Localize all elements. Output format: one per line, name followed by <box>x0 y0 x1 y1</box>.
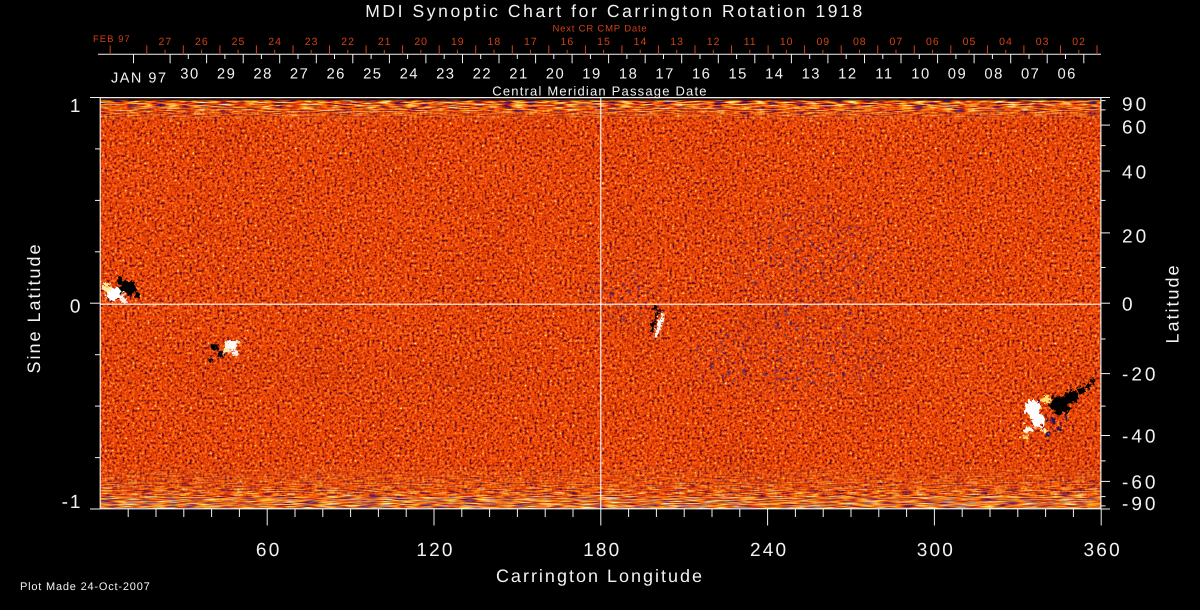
svg-text:-20: -20 <box>1122 365 1158 386</box>
svg-text:25: 25 <box>363 67 382 83</box>
svg-text:-60: -60 <box>1122 473 1158 494</box>
svg-text:12: 12 <box>838 67 857 83</box>
svg-text:60: 60 <box>1122 118 1149 139</box>
svg-text:-90: -90 <box>1122 494 1158 515</box>
svg-text:20: 20 <box>546 67 565 83</box>
svg-text:60: 60 <box>256 540 282 561</box>
svg-text:Central Meridian Passage Date: Central Meridian Passage Date <box>492 84 707 99</box>
svg-text:0: 0 <box>70 297 83 318</box>
svg-text:13: 13 <box>670 36 684 48</box>
svg-text:1: 1 <box>70 96 83 117</box>
svg-text:05: 05 <box>963 36 977 48</box>
svg-text:16: 16 <box>561 36 575 48</box>
svg-text:27: 27 <box>159 36 173 48</box>
svg-text:26: 26 <box>195 36 209 48</box>
svg-text:300: 300 <box>917 540 955 561</box>
svg-text:06: 06 <box>1057 67 1076 83</box>
svg-text:10: 10 <box>780 36 794 48</box>
svg-text:19: 19 <box>451 36 465 48</box>
svg-text:12: 12 <box>707 36 721 48</box>
svg-text:24: 24 <box>268 36 282 48</box>
svg-text:JAN 97: JAN 97 <box>111 71 168 87</box>
svg-text:-40: -40 <box>1122 427 1158 448</box>
svg-text:22: 22 <box>341 36 355 48</box>
svg-text:-1: -1 <box>62 492 83 513</box>
svg-text:0: 0 <box>1122 295 1136 316</box>
svg-text:08: 08 <box>853 36 867 48</box>
svg-text:120: 120 <box>416 540 454 561</box>
svg-text:11: 11 <box>875 67 893 83</box>
svg-text:14: 14 <box>765 67 784 83</box>
svg-text:07: 07 <box>890 36 904 48</box>
svg-text:90: 90 <box>1122 95 1149 116</box>
svg-text:22: 22 <box>473 67 492 83</box>
svg-text:06: 06 <box>926 36 940 48</box>
svg-text:23: 23 <box>436 67 455 83</box>
svg-text:16: 16 <box>692 67 711 83</box>
svg-text:04: 04 <box>999 36 1013 48</box>
svg-text:180: 180 <box>583 540 621 561</box>
svg-text:20: 20 <box>1122 227 1149 248</box>
svg-text:240: 240 <box>750 540 788 561</box>
svg-text:20: 20 <box>414 36 428 48</box>
svg-text:15: 15 <box>597 36 611 48</box>
svg-text:21: 21 <box>509 67 528 83</box>
svg-text:Next CR CMP Date: Next CR CMP Date <box>553 24 648 35</box>
svg-text:13: 13 <box>802 67 821 83</box>
svg-text:09: 09 <box>816 36 830 48</box>
svg-text:08: 08 <box>984 67 1003 83</box>
svg-text:29: 29 <box>217 67 236 83</box>
svg-text:15: 15 <box>728 67 747 83</box>
svg-text:FEB 97: FEB 97 <box>93 34 131 45</box>
svg-text:Latitude: Latitude <box>1163 263 1183 343</box>
svg-text:17: 17 <box>655 67 674 83</box>
svg-text:Sine Latitude: Sine Latitude <box>24 242 44 373</box>
svg-text:26: 26 <box>326 67 345 83</box>
svg-text:07: 07 <box>1021 67 1040 83</box>
svg-text:28: 28 <box>253 67 272 83</box>
svg-text:18: 18 <box>619 67 638 83</box>
svg-text:Carrington Longitude: Carrington Longitude <box>496 566 704 586</box>
svg-text:21: 21 <box>378 36 392 48</box>
svg-text:40: 40 <box>1122 163 1149 184</box>
svg-text:14: 14 <box>634 36 648 48</box>
svg-text:11: 11 <box>744 36 757 48</box>
svg-text:10: 10 <box>911 67 930 83</box>
svg-text:24: 24 <box>400 67 419 83</box>
svg-text:MDI Synoptic Chart for Carring: MDI Synoptic Chart for Carrington Rotati… <box>365 1 865 21</box>
svg-text:23: 23 <box>305 36 319 48</box>
svg-text:18: 18 <box>488 36 502 48</box>
svg-text:17: 17 <box>524 36 538 48</box>
svg-text:30: 30 <box>180 67 199 83</box>
svg-text:360: 360 <box>1084 540 1122 561</box>
svg-text:Plot Made 24-Oct-2007: Plot Made 24-Oct-2007 <box>20 581 151 593</box>
svg-text:19: 19 <box>582 67 601 83</box>
svg-text:09: 09 <box>948 67 967 83</box>
svg-text:02: 02 <box>1072 36 1086 48</box>
svg-text:03: 03 <box>1036 36 1050 48</box>
svg-text:27: 27 <box>290 67 309 83</box>
svg-text:25: 25 <box>232 36 246 48</box>
